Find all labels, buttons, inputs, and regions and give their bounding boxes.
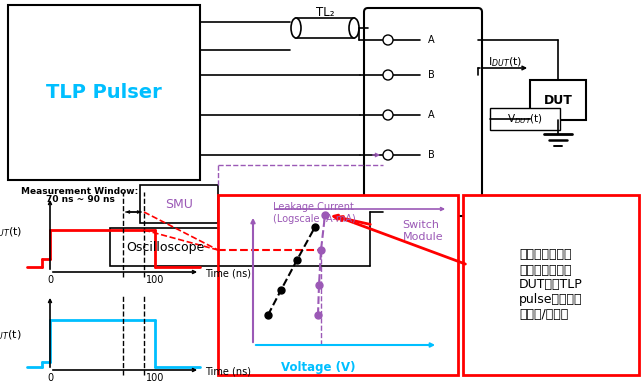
Circle shape	[383, 110, 393, 120]
Text: 漏电流曲线出现
明显偏折，说明
DUT在该TLP
pulse作用下发
生损伤/损坏。: 漏电流曲线出现 明显偏折，说明 DUT在该TLP pulse作用下发 生损伤/损…	[519, 249, 583, 322]
Text: Time (ns): Time (ns)	[205, 367, 251, 377]
Text: 100: 100	[146, 275, 164, 285]
Text: Time (ns): Time (ns)	[205, 269, 251, 279]
Text: B: B	[428, 150, 435, 160]
Text: I$_{DUT}$(t): I$_{DUT}$(t)	[0, 225, 22, 239]
Text: DUT: DUT	[544, 93, 573, 107]
Text: TLP Pulser: TLP Pulser	[46, 83, 162, 102]
Text: 100: 100	[146, 373, 164, 383]
Text: Switch
Module: Switch Module	[402, 220, 443, 242]
Circle shape	[383, 70, 393, 80]
Text: V$_{DUT}$(t): V$_{DUT}$(t)	[507, 112, 543, 126]
Text: Leakage Current
(Logscale fA-mA): Leakage Current (Logscale fA-mA)	[273, 202, 355, 224]
Ellipse shape	[349, 18, 359, 38]
Bar	[530, 80, 586, 120]
Text: Oscilloscope: Oscilloscope	[126, 240, 204, 254]
Text: 70 ns ~ 90 ns: 70 ns ~ 90 ns	[46, 195, 115, 205]
Text: TL₂: TL₂	[316, 5, 334, 19]
Bar	[8, 5, 200, 180]
Text: Voltage (V): Voltage (V)	[281, 361, 355, 374]
Text: 0: 0	[47, 373, 53, 383]
Bar	[296, 18, 354, 38]
Text: SMU: SMU	[165, 198, 193, 210]
Text: B: B	[428, 70, 435, 80]
Circle shape	[383, 150, 393, 160]
Bar	[218, 195, 458, 375]
Text: 0: 0	[47, 275, 53, 285]
Text: A: A	[428, 110, 435, 120]
Text: A: A	[428, 35, 435, 45]
Bar	[140, 185, 218, 223]
Text: I$_{DUT}$(t): I$_{DUT}$(t)	[488, 55, 522, 69]
Text: V$_{DUT}$(t): V$_{DUT}$(t)	[0, 328, 22, 342]
Text: Measurement Window:: Measurement Window:	[21, 188, 138, 196]
Ellipse shape	[291, 18, 301, 38]
Circle shape	[383, 35, 393, 45]
Bar	[490, 108, 560, 130]
FancyBboxPatch shape	[364, 8, 482, 216]
Bar	[463, 195, 639, 375]
Bar	[110, 228, 220, 266]
